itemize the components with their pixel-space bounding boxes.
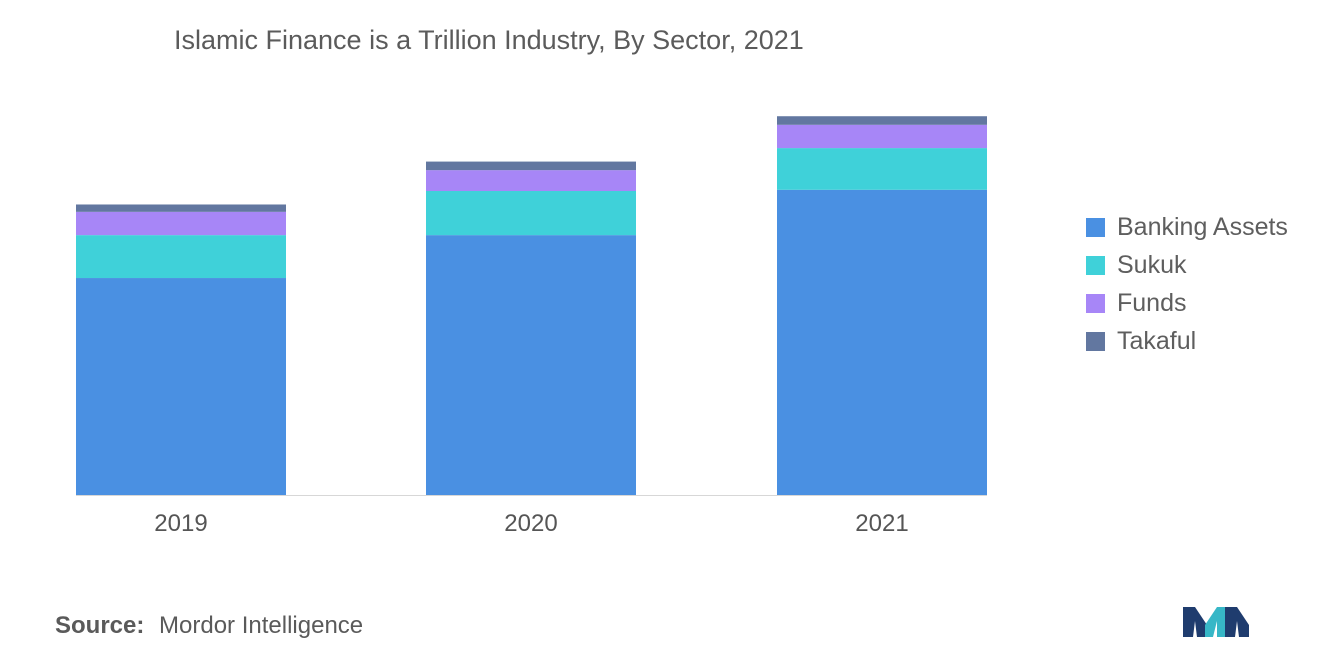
x-tick-labels: 2019 2020 2021 — [154, 510, 908, 537]
x-tick-label: 2021 — [855, 510, 908, 537]
x-tick-label: 2019 — [154, 510, 207, 537]
bar-takaful-2019 — [76, 204, 286, 212]
source-text: Mordor Intelligence — [159, 612, 364, 639]
legend: Banking Assets Sukuk Funds Takaful — [1086, 208, 1288, 360]
bar-takaful-2020 — [426, 161, 636, 171]
legend-item-banking-assets: Banking Assets — [1086, 208, 1288, 246]
source-footnote: Source: Mordor Intelligence — [55, 612, 363, 640]
bar-banking-assets-2021 — [777, 189, 987, 495]
legend-swatch — [1086, 217, 1105, 237]
legend-item-takaful: Takaful — [1086, 322, 1288, 360]
source-label: Source: — [55, 612, 145, 639]
legend-label: Sukuk — [1117, 250, 1187, 279]
x-tick-label: 2020 — [504, 510, 557, 537]
bar-funds-2021 — [777, 124, 987, 149]
bar-banking-assets-2019 — [76, 278, 286, 495]
bar-banking-assets-2020 — [426, 235, 636, 495]
legend-item-funds: Funds — [1086, 284, 1288, 322]
legend-swatch — [1086, 293, 1105, 313]
bar-sukuk-2021 — [777, 148, 987, 190]
mordor-intelligence-logo-icon — [1183, 607, 1249, 637]
bar-sukuk-2020 — [426, 191, 636, 236]
bar-takaful-2021 — [777, 116, 987, 125]
bar-funds-2020 — [426, 170, 636, 191]
legend-label: Takaful — [1117, 326, 1197, 355]
legend-label: Banking Assets — [1117, 212, 1288, 241]
chart-title: Islamic Finance is a Trillion Industry, … — [174, 25, 804, 55]
legend-item-sukuk: Sukuk — [1086, 246, 1288, 284]
legend-label: Funds — [1117, 288, 1187, 317]
legend-swatch — [1086, 331, 1105, 351]
bar-sukuk-2019 — [76, 235, 286, 279]
bars-layer — [76, 116, 987, 495]
bar-funds-2019 — [76, 211, 286, 236]
legend-swatch — [1086, 255, 1105, 275]
